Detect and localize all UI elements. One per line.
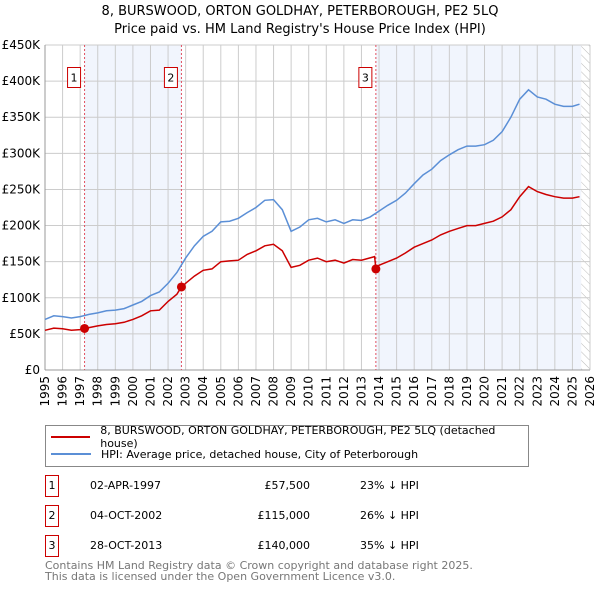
y-tick-label: £200K [2, 219, 42, 233]
x-tick-label: 1995 [38, 376, 52, 407]
x-tick-label: 2005 [214, 376, 228, 407]
y-tick-label: £450K [2, 38, 42, 52]
footer: Contains HM Land Registry data © Crown c… [45, 560, 473, 582]
transaction-date: 04-OCT-2002 [90, 509, 163, 522]
x-tick-label: 2016 [407, 376, 421, 407]
sale-marker-label: 2 [167, 72, 174, 85]
x-tick-label: 2017 [425, 376, 439, 407]
hpi-line [44, 88, 580, 321]
x-tick-label: 2025 [565, 376, 579, 407]
transaction-price: £57,500 [264, 479, 311, 492]
y-tick-label: £0 [25, 363, 40, 377]
forecast-hatch [581, 45, 590, 370]
x-tick-label: 2014 [372, 376, 386, 407]
legend-swatch-blue [51, 453, 91, 455]
sale-point [176, 282, 186, 292]
x-tick-label: 2010 [302, 376, 316, 407]
sale-marker-label: 3 [362, 72, 369, 85]
transaction-marker: 3 [45, 535, 59, 557]
price-chart: £0 £50K £100K £150K £200K £250K £300K £350K £400… [2, 38, 597, 407]
x-tick-label: 2002 [161, 376, 175, 407]
y-tick-label: £400K [2, 74, 42, 88]
legend-label: 8, BURSWOOD, ORTON GOLDHAY, PETERBOROUGH… [100, 424, 496, 450]
sale-marker-box [163, 67, 178, 88]
legend-swatch-red [51, 436, 91, 438]
shaded-region [375, 45, 582, 370]
x-tick-label: 2020 [478, 376, 492, 407]
x-tick-label: 2009 [284, 376, 298, 407]
y-tick-label: £100K [2, 291, 42, 305]
x-tick-label: 2026 [583, 376, 597, 407]
x-tick-label: 2004 [196, 376, 210, 407]
x-tick-label: 2019 [460, 376, 474, 407]
transaction-date: 28-OCT-2013 [90, 539, 163, 552]
x-tick-label: 2013 [354, 376, 368, 407]
footer-copyright: Contains HM Land Registry data © Crown c… [45, 559, 473, 572]
sale-point [371, 264, 381, 274]
x-tick-label: 2011 [319, 376, 333, 407]
transaction-price: £115,000 [257, 509, 311, 522]
transaction-hpi-diff: 23% ↓ HPI [360, 479, 419, 492]
transaction-price: £140,000 [257, 539, 311, 552]
x-tick-label: 2021 [495, 376, 509, 407]
x-tick-label: 2024 [548, 376, 562, 407]
y-tick-label: £300K [2, 146, 42, 160]
chart-subtitle: Price paid vs. HM Land Registry's House … [114, 22, 486, 37]
x-tick-label: 1999 [108, 376, 122, 407]
x-tick-label: 2012 [337, 376, 351, 407]
chart-title: 8, BURSWOOD, ORTON GOLDHAY, PETERBOROUGH… [101, 4, 499, 19]
legend-item-hpi: HPI: Average price, detached house, City… [46, 446, 418, 462]
x-tick-label: 1997 [73, 376, 87, 407]
legend-item-property: 8, BURSWOOD, ORTON GOLDHAY, PETERBOROUGH… [46, 424, 528, 450]
sale-marker-box [67, 67, 82, 88]
transaction-hpi-diff: 35% ↓ HPI [360, 539, 419, 552]
y-tick-label: £150K [2, 255, 42, 269]
legend-label: HPI: Average price, detached house, City… [101, 447, 419, 461]
property-price-line [44, 185, 580, 332]
transaction-marker: 1 [45, 475, 59, 497]
transaction-marker: 2 [45, 505, 59, 527]
x-tick-label: 2015 [390, 376, 404, 407]
x-tick-label: 2007 [249, 376, 263, 407]
x-tick-label: 2000 [126, 376, 140, 407]
x-tick-label: 2003 [179, 376, 193, 407]
footer-licence: This data is licensed under the Open Gov… [45, 570, 396, 583]
y-tick-label: £50K [9, 327, 41, 341]
x-tick-label: 2023 [530, 376, 544, 407]
x-tick-label: 2022 [513, 376, 527, 407]
x-tick-label: 1998 [91, 376, 105, 407]
x-tick-label: 2001 [143, 376, 157, 407]
transaction-hpi-diff: 26% ↓ HPI [360, 509, 419, 522]
sale-point [80, 323, 90, 333]
transaction-date: 02-APR-1997 [90, 479, 162, 492]
x-tick-label: 2008 [267, 376, 281, 407]
y-tick-label: £350K [2, 110, 42, 124]
legend: 8, BURSWOOD, ORTON GOLDHAY, PETERBOROUGH… [45, 424, 529, 467]
x-tick-label: 1996 [56, 376, 70, 407]
x-tick-label: 2006 [231, 376, 245, 407]
x-tick-label: 2018 [442, 376, 456, 407]
y-tick-label: £250K [2, 182, 42, 196]
sale-marker-box [358, 67, 373, 88]
sale-marker-label: 1 [71, 72, 78, 85]
